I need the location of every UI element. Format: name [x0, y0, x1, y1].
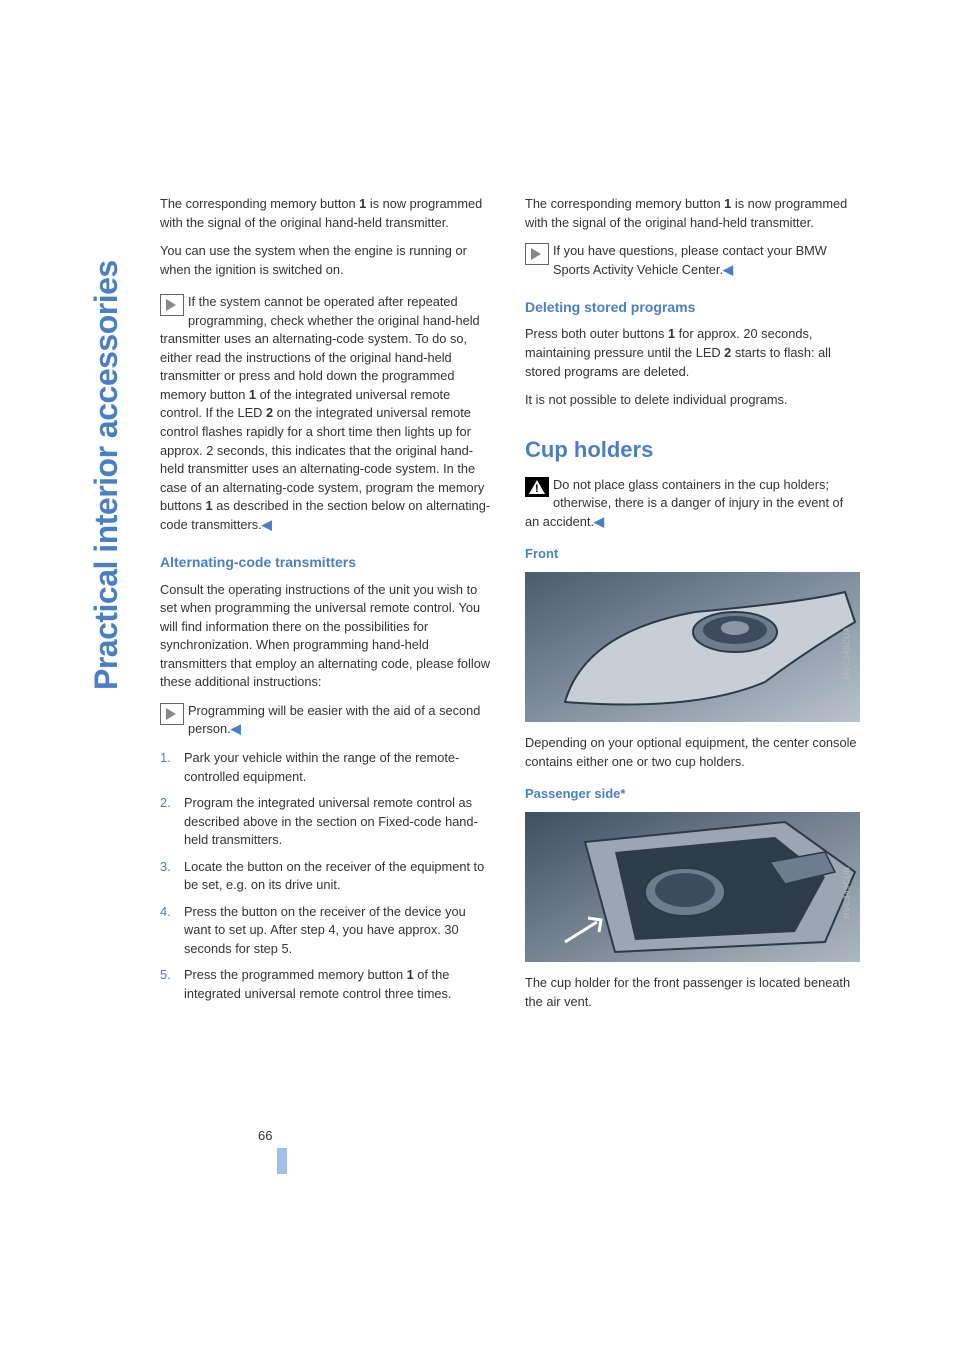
note-paragraph: If you have questions, please contact yo…	[525, 242, 860, 279]
figure-label: MVC349CUB	[842, 867, 854, 920]
text: Press both outer buttons	[525, 326, 668, 341]
heading-cup-holders: Cup holders	[525, 434, 860, 466]
warning-paragraph: Do not place glass containers in the cup…	[525, 476, 860, 532]
page-number: 66	[258, 1128, 272, 1143]
page-marker	[277, 1148, 287, 1174]
text: Press the programmed memory button	[184, 967, 407, 982]
paragraph: The corresponding memory button 1 is now…	[525, 195, 860, 232]
note-icon	[525, 243, 549, 265]
ref-number: 1	[249, 387, 256, 402]
text: Do not place glass containers in the cup…	[525, 477, 843, 529]
text: If you have questions, please contact yo…	[553, 243, 827, 277]
paragraph: Press both outer buttons 1 for approx. 2…	[525, 325, 860, 381]
left-column: The corresponding memory button 1 is now…	[160, 195, 495, 1021]
list-item: Press the programmed memory button 1 of …	[160, 966, 495, 1003]
note-paragraph: Programming will be easier with the aid …	[160, 702, 495, 739]
paragraph: Depending on your optional equipment, th…	[525, 734, 860, 771]
ref-number: 1	[206, 498, 213, 513]
right-column: The corresponding memory button 1 is now…	[525, 195, 860, 1021]
end-mark-icon: ◀	[262, 517, 272, 532]
list-item: Press the button on the receiver of the …	[160, 903, 495, 959]
instruction-list: Park your vehicle within the range of th…	[160, 749, 495, 1004]
note-paragraph: If the system cannot be operated after r…	[160, 293, 495, 534]
paragraph: The corresponding memory button 1 is now…	[160, 195, 495, 232]
sidebar-title: Practical interior accessories	[88, 260, 125, 690]
list-item: Locate the button on the receiver of the…	[160, 858, 495, 895]
text: If the system cannot be operated after r…	[160, 294, 480, 402]
paragraph: The cup holder for the front passenger i…	[525, 974, 860, 1011]
warning-icon	[525, 477, 549, 497]
paragraph: It is not possible to delete individual …	[525, 391, 860, 410]
heading-passenger: Passenger side*	[525, 785, 860, 804]
paragraph: You can use the system when the engine i…	[160, 242, 495, 279]
figure-passenger-cupholder: MVC349CUB	[525, 812, 860, 962]
heading-front: Front	[525, 545, 860, 564]
end-mark-icon: ◀	[231, 721, 241, 736]
end-mark-icon: ◀	[594, 514, 604, 529]
figure-front-cupholder: MVC348CUA	[525, 572, 860, 722]
heading-deleting: Deleting stored programs	[525, 297, 860, 317]
figure-label: MVC348CUA	[842, 627, 854, 680]
text: The corresponding memory button	[160, 196, 359, 211]
text: The corresponding memory button	[525, 196, 724, 211]
note-icon	[160, 703, 184, 725]
list-item: Park your vehicle within the range of th…	[160, 749, 495, 786]
note-icon	[160, 294, 184, 316]
content-area: The corresponding memory button 1 is now…	[160, 195, 860, 1021]
paragraph: Consult the operating instructions of th…	[160, 581, 495, 692]
ref-number: 1	[407, 967, 414, 982]
heading-alternating: Alternating-code transmitters	[160, 552, 495, 572]
list-item: Program the integrated universal remote …	[160, 794, 495, 850]
end-mark-icon: ◀	[723, 262, 733, 277]
